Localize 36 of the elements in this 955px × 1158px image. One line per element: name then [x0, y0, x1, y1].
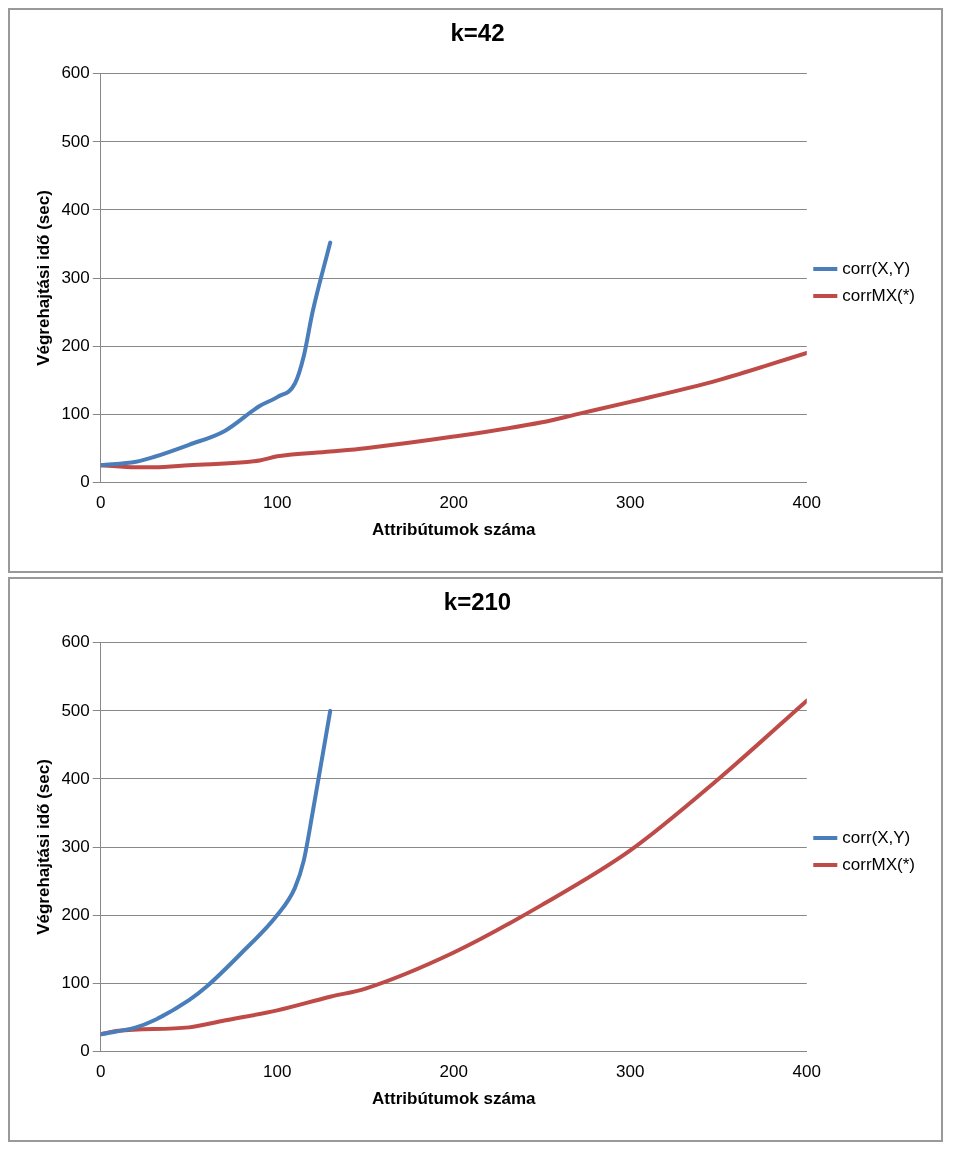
y-tick-label: 400	[61, 199, 90, 219]
y-tick-label: 500	[61, 131, 90, 151]
x-tick-label: 300	[616, 493, 645, 513]
y-tick-label: 0	[80, 1040, 90, 1060]
y-tick-label: 300	[61, 836, 90, 856]
x-tick-label: 400	[792, 493, 821, 513]
chart-title: k=210	[443, 588, 512, 616]
y-tick-label: 500	[61, 700, 90, 720]
legend-label: corr(X,Y)	[842, 258, 911, 278]
y-tick-label: 400	[61, 768, 90, 788]
y-tick-label: 300	[61, 267, 90, 287]
x-axis-title: Attribútumok száma	[372, 1089, 537, 1109]
y-tick-label: 0	[80, 471, 90, 491]
y-tick-label: 200	[61, 904, 90, 924]
x-tick-label: 100	[263, 1062, 292, 1082]
y-tick-label: 600	[61, 63, 90, 83]
x-tick-label: 0	[96, 1062, 106, 1082]
x-tick-label: 0	[96, 493, 106, 513]
line-series	[100, 708, 333, 1037]
legend-label: corr(X,Y)	[842, 827, 911, 847]
y-axis-title: Végrehajtási idő (sec)	[33, 190, 53, 366]
y-tick-label: 100	[61, 972, 90, 992]
x-tick-label: 200	[439, 1062, 468, 1082]
x-tick-label: 400	[792, 1062, 821, 1082]
x-tick-label: 100	[263, 493, 292, 513]
line-series	[100, 240, 333, 468]
legend-label: corrMX(*)	[842, 285, 915, 305]
x-tick-label: 200	[439, 493, 468, 513]
chart-title: k=42	[450, 19, 505, 47]
y-tick-label: 600	[61, 632, 90, 652]
x-tick-label: 300	[616, 1062, 645, 1082]
y-tick-label: 200	[61, 335, 90, 355]
y-tick-label: 100	[61, 403, 90, 423]
legend-label: corrMX(*)	[842, 854, 915, 874]
x-axis-title: Attribútumok száma	[372, 520, 537, 540]
y-axis-title: Végrehajtási idő (sec)	[33, 759, 53, 935]
